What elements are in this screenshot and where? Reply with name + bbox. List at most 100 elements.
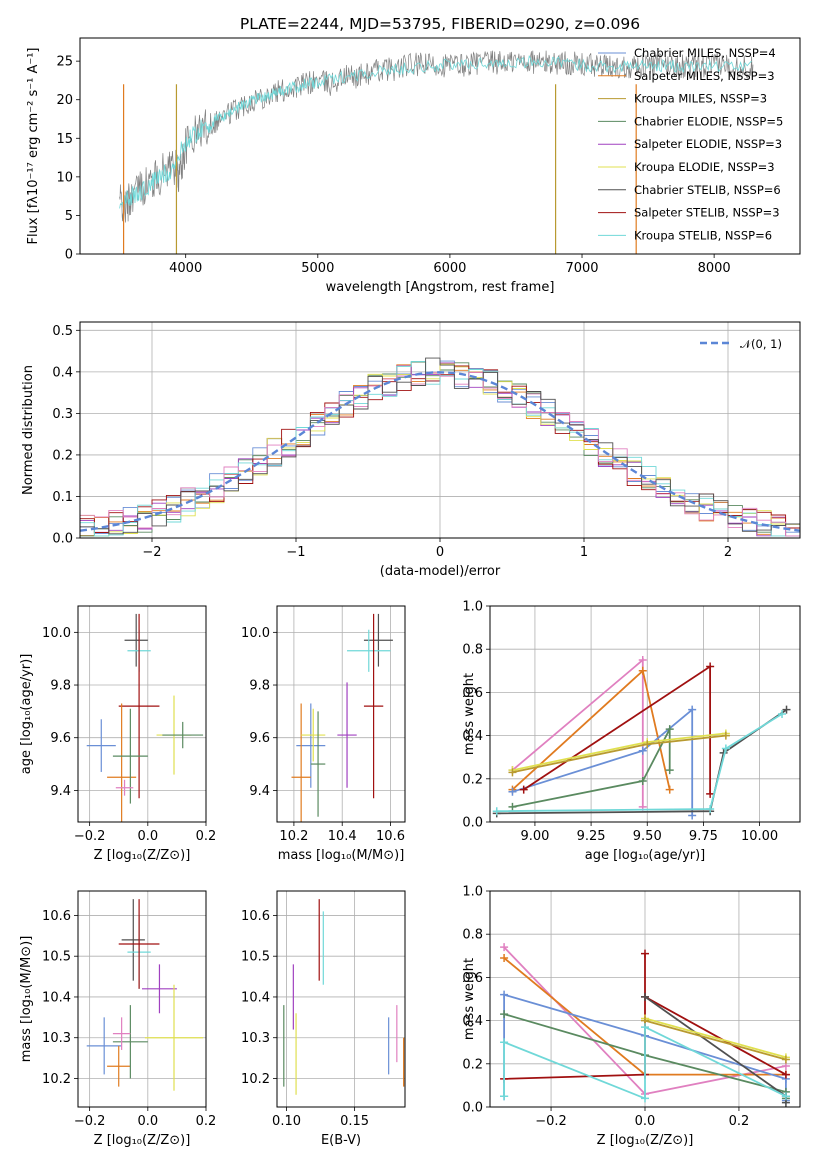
x-axis-label: Z [log₁₀(Z/Z⊙)] — [94, 1133, 191, 1148]
axes-frame — [489, 890, 801, 1108]
y-tick-label: 9.4 — [50, 784, 71, 799]
x-tick-label: 10.00 — [741, 829, 778, 844]
x-tick-label: 10.2 — [279, 829, 308, 844]
x-axis-label: age [log₁₀(age/yr)] — [585, 848, 706, 863]
weight-marker — [508, 802, 517, 811]
weight-marker — [500, 953, 509, 962]
x-tick-label: 1 — [580, 545, 588, 560]
y-tick-label: 5 — [65, 209, 73, 224]
x-axis-label: Z [log₁₀(Z/Z⊙)] — [597, 1133, 694, 1148]
y-tick-label: 10.5 — [42, 950, 71, 965]
weight-marker — [778, 710, 787, 718]
y-axis-label: Flux [fλ10⁻¹⁷ erg cm⁻² s⁻¹ A⁻¹] — [26, 48, 41, 245]
y-axis-label: mass [log₁₀(M/M⊙)] — [19, 936, 34, 1063]
legend-label: Chabrier STELIB, NSSP=6 — [634, 183, 781, 197]
x-tick-label: 0.15 — [340, 1114, 369, 1129]
x-tick-label: 9.75 — [689, 829, 718, 844]
weight-marker — [508, 768, 517, 777]
y-tick-label: 0.2 — [462, 772, 483, 787]
x-tick-label: −0.2 — [74, 829, 106, 844]
y-tick-label: 20 — [56, 93, 73, 108]
spectrum-panel: 4000 5000 6000 7000 8000 0 5 10 15 20 25 wavelength… — [26, 15, 801, 295]
weight-line — [644, 1019, 787, 1061]
x-tick-label: −0.2 — [535, 1114, 567, 1129]
x-tick-label: 5000 — [301, 261, 334, 276]
weight-vs-age-panel: 9.00 9.25 9.50 9.75 10.00 0.0 0.2 0.4 0.6 0.8 1.0 a… — [462, 600, 801, 863]
weight-marker — [781, 1055, 790, 1064]
weight-line — [496, 713, 783, 813]
y-tick-label: 0.6 — [462, 971, 483, 986]
axes-frame — [77, 605, 207, 823]
normal-curve — [80, 371, 800, 532]
weight-marker — [781, 1070, 790, 1079]
weight-line — [512, 734, 726, 774]
chart-title: PLATE=2244, MJD=53795, FIBERID=0290, z=0… — [240, 15, 640, 33]
x-tick-label: 9.00 — [520, 829, 549, 844]
y-tick-label: 0.2 — [52, 448, 73, 463]
legend-label: Salpeter STELIB, NSSP=3 — [634, 206, 780, 220]
weight-vs-metallicity-panel: −0.2 0.0 0.2 0.0 0.2 0.4 0.6 0.8 1.0 Z [log₁₀(Z/Z… — [462, 885, 801, 1148]
axes-frame — [77, 890, 207, 1108]
y-tick-label: 15 — [56, 132, 73, 147]
x-tick-label: −2 — [142, 545, 161, 560]
legend-label: Chabrier MILES, NSSP=4 — [634, 46, 776, 60]
y-tick-label: 0.2 — [462, 1057, 483, 1072]
weight-marker — [781, 1092, 790, 1101]
age-vs-mass-panel: 10.2 10.4 10.6 9.4 9.6 9.8 10.0 mass [log₁₀(M/M… — [241, 605, 406, 863]
x-tick-label: 0 — [436, 545, 444, 560]
weight-marker — [500, 1092, 509, 1101]
weight-marker — [721, 731, 730, 740]
y-tick-label: 9.6 — [249, 731, 270, 746]
weight-marker — [492, 807, 501, 816]
axes-frame — [489, 605, 801, 823]
y-tick-label: 0.5 — [52, 324, 73, 339]
x-axis-label: wavelength [Angstrom, rest frame] — [326, 280, 555, 295]
y-tick-label: 0.0 — [52, 532, 73, 547]
x-tick-label: 6000 — [433, 261, 466, 276]
weight-line — [504, 953, 787, 1080]
y-tick-label: 9.6 — [50, 731, 71, 746]
x-axis-label: (data-model)/error — [380, 564, 501, 579]
y-tick-label: 10.2 — [241, 1072, 270, 1087]
weight-marker — [638, 776, 647, 785]
age-vs-metallicity-panel: −0.2 0.0 0.2 9.4 9.6 9.8 10.0 Z [log₁₀(Z/Z⊙)] ag… — [19, 605, 216, 863]
weight-marker — [782, 705, 791, 714]
mass-vs-extinction-panel: 0.10 0.15 10.2 10.3 10.4 10.5 10.6 E(B-V) — [241, 890, 406, 1148]
x-tick-label: 0.10 — [272, 1114, 301, 1129]
y-tick-label: 10.0 — [241, 626, 270, 641]
weight-line — [644, 1017, 787, 1059]
weight-line — [512, 728, 671, 808]
x-tick-label: −0.2 — [74, 1114, 106, 1129]
weight-marker — [706, 805, 715, 814]
y-tick-label: 9.8 — [249, 679, 270, 694]
x-tick-label: 0.0 — [137, 829, 158, 844]
weight-marker — [500, 1038, 509, 1047]
y-axis-label: mass weight — [462, 673, 477, 755]
axes-frame — [79, 37, 801, 255]
y-tick-label: 10.2 — [42, 1072, 71, 1087]
x-tick-label: 4000 — [169, 261, 202, 276]
y-tick-label: 9.8 — [50, 679, 71, 694]
x-tick-label: 10.4 — [328, 829, 357, 844]
weight-marker — [688, 705, 697, 714]
weight-marker — [519, 785, 528, 794]
spectrum-line — [119, 50, 754, 223]
x-tick-label: 7000 — [565, 261, 598, 276]
y-tick-label: 0.4 — [462, 729, 483, 744]
weight-line — [512, 707, 694, 816]
weight-line — [496, 708, 788, 815]
x-tick-label: 0.2 — [196, 1114, 217, 1129]
y-tick-label: 1.0 — [462, 600, 483, 615]
weight-line — [523, 664, 711, 794]
histogram-step — [80, 372, 800, 537]
legend-label: Kroupa MILES, NSSP=3 — [634, 92, 767, 106]
histogram-step — [80, 357, 800, 535]
y-tick-label: 0 — [65, 248, 73, 263]
legend-label: Kroupa ELODIE, NSSP=3 — [634, 160, 775, 174]
y-tick-label: 10.6 — [42, 909, 71, 924]
axes-frame — [276, 605, 406, 823]
x-tick-label: 0.0 — [137, 1114, 158, 1129]
weight-marker — [641, 1023, 649, 1032]
y-tick-label: 10.4 — [42, 990, 71, 1005]
axes-frame — [79, 321, 801, 539]
